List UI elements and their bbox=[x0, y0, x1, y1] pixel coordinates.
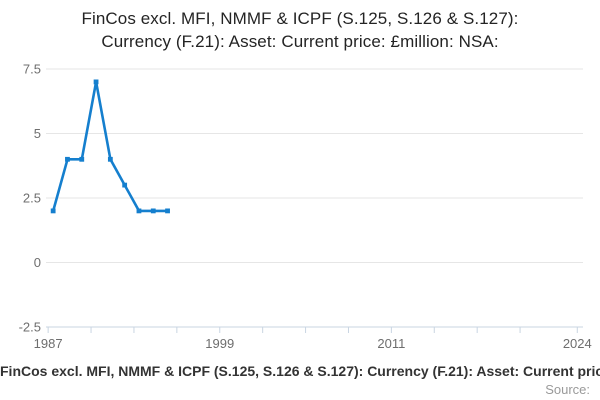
footer-series-label: FinCos excl. MFI, NMMF & ICPF (S.125, S.… bbox=[0, 363, 600, 379]
data-point[interactable] bbox=[65, 156, 70, 162]
data-point[interactable] bbox=[79, 156, 85, 162]
chart-title-line1: FinCos excl. MFI, NMMF & ICPF (S.125, S.… bbox=[81, 9, 519, 28]
data-point[interactable] bbox=[93, 79, 99, 85]
chart-title: FinCos excl. MFI, NMMF & ICPF (S.125, S.… bbox=[0, 7, 600, 53]
data-point[interactable] bbox=[136, 208, 142, 214]
data-point[interactable] bbox=[150, 208, 156, 214]
y-axis-tick-label: 0 bbox=[34, 255, 41, 270]
data-point[interactable] bbox=[122, 182, 128, 188]
data-point[interactable] bbox=[50, 208, 56, 214]
data-point[interactable] bbox=[107, 156, 113, 162]
x-axis-tick-label: 1987 bbox=[34, 336, 63, 351]
y-axis-tick-label: 7.5 bbox=[23, 62, 41, 77]
data-line[interactable] bbox=[51, 81, 168, 213]
x-axis-tick-label: 2024 bbox=[563, 336, 592, 351]
source-label: Source: bbox=[545, 382, 590, 397]
x-axis-tick-label: 1999 bbox=[205, 336, 234, 351]
x-axis-tick-label: 2011 bbox=[377, 336, 405, 351]
data-point[interactable] bbox=[165, 208, 170, 214]
chart-title-line2: Currency (F.21): Asset: Current price: £… bbox=[101, 32, 499, 51]
y-axis-tick-label: 2.5 bbox=[23, 191, 41, 206]
y-axis-tick-label: -2.5 bbox=[19, 320, 41, 335]
y-axis-tick-label: 5 bbox=[34, 126, 41, 141]
